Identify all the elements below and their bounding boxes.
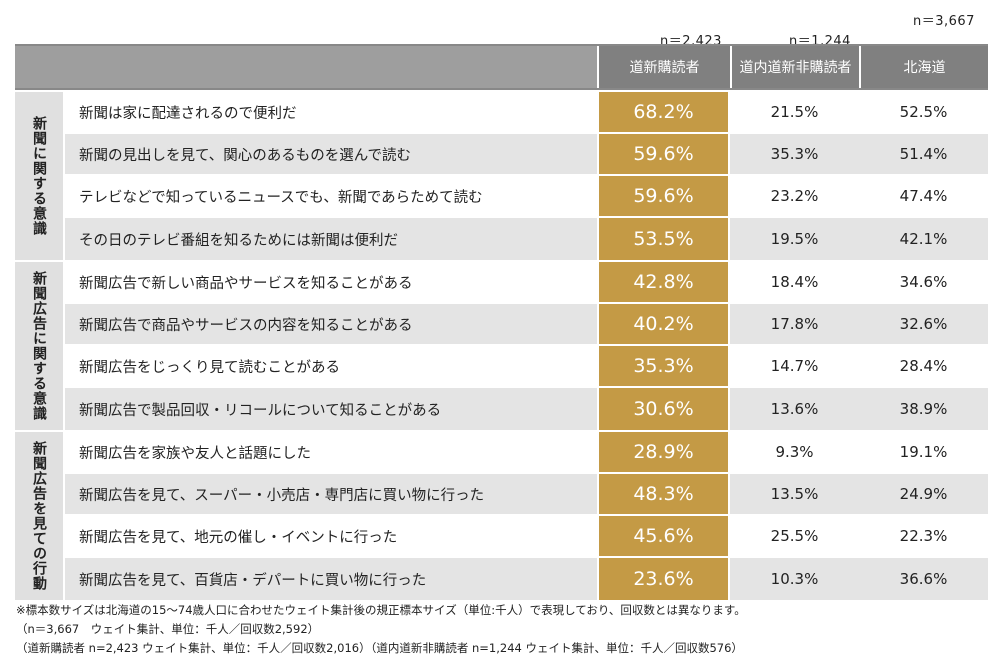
value-hokkaido: 22.3% — [859, 516, 988, 556]
row-label: 新聞広告を見て、百貨店・デパートに買い物に行った — [65, 558, 597, 600]
value-non-subscribers: 35.3% — [730, 134, 859, 174]
value-hokkaido: 52.5% — [859, 92, 988, 132]
value-subscribers: 23.6% — [597, 558, 730, 600]
row-label: 新聞広告を家族や友人と話題にした — [65, 432, 597, 472]
row-label: 新聞広告で新しい商品やサービスを知ることがある — [65, 262, 597, 302]
value-subscribers: 28.9% — [597, 432, 730, 472]
value-subscribers: 30.6% — [597, 388, 730, 430]
row-label: 新聞広告で製品回収・リコールについて知ることがある — [65, 388, 597, 430]
group-label: 新聞広告に関する意識 — [31, 271, 47, 421]
column-header-hokkaido: 北海道 — [859, 46, 988, 88]
group-label-cell: 新聞広告を見ての行動 — [15, 432, 65, 600]
value-non-subscribers: 18.4% — [730, 262, 859, 302]
value-hokkaido: 36.6% — [859, 558, 988, 600]
row-group: 新聞に関する意識 新聞は家に配達されるので便利だ 68.2% 21.5% 52.5% 新聞… — [15, 92, 988, 262]
value-non-subscribers: 23.2% — [730, 176, 859, 216]
value-non-subscribers: 10.3% — [730, 558, 859, 600]
sample-size-total: n＝3,667 — [913, 14, 975, 29]
value-subscribers: 45.6% — [597, 516, 730, 556]
row-label: 新聞は家に配達されるので便利だ — [65, 92, 597, 132]
value-hokkaido: 32.6% — [859, 304, 988, 344]
footnote: （n＝3,667 ウェイト集計、単位：千人／回収数2,592） — [16, 622, 320, 636]
value-hokkaido: 42.1% — [859, 218, 988, 260]
table-row: 新聞広告で製品回収・リコールについて知ることがある 30.6% 13.6% 38.9% — [65, 388, 988, 430]
value-non-subscribers: 25.5% — [730, 516, 859, 556]
table-row: 新聞広告を見て、地元の催し・イベントに行った 45.6% 25.5% 22.3% — [65, 516, 988, 558]
table-header: 道新購読者 道内道新非購読者 北海道 — [15, 44, 988, 90]
value-subscribers: 59.6% — [597, 176, 730, 216]
column-header-subscribers: 道新購読者 — [597, 46, 730, 88]
row-label: 新聞の見出しを見て、関心のあるものを選んで読む — [65, 134, 597, 174]
value-hokkaido: 28.4% — [859, 346, 988, 386]
table-row: その日のテレビ番組を知るためには新聞は便利だ 53.5% 19.5% 42.1% — [65, 218, 988, 260]
header-blank-cell — [15, 46, 597, 88]
value-non-subscribers: 21.5% — [730, 92, 859, 132]
table-row: 新聞は家に配達されるので便利だ 68.2% 21.5% 52.5% — [65, 92, 988, 134]
value-hokkaido: 47.4% — [859, 176, 988, 216]
group-label-cell: 新聞広告に関する意識 — [15, 262, 65, 430]
table-row: 新聞広告で商品やサービスの内容を知ることがある 40.2% 17.8% 32.6% — [65, 304, 988, 346]
value-non-subscribers: 13.6% — [730, 388, 859, 430]
footnote: ※標本数サイズは北海道の15〜74歳人口に合わせたウェイト集計後の規正標本サイズ… — [16, 603, 746, 617]
row-label: その日のテレビ番組を知るためには新聞は便利だ — [65, 218, 597, 260]
value-subscribers: 35.3% — [597, 346, 730, 386]
table-row: テレビなどで知っているニュースでも、新聞であらためて読む 59.6% 23.2% 47… — [65, 176, 988, 218]
table-row: 新聞広告を見て、スーパー・小売店・専門店に買い物に行った 48.3% 13.5% 24… — [65, 474, 988, 516]
footnote: （道新購読者 n=2,423 ウェイト集計、単位：千人／回収数2,016）（道内… — [16, 641, 743, 655]
table-row: 新聞広告を見て、百貨店・デパートに買い物に行った 23.6% 10.3% 36.6% — [65, 558, 988, 600]
table-row: 新聞広告を家族や友人と話題にした 28.9% 9.3% 19.1% — [65, 432, 988, 474]
value-subscribers: 68.2% — [597, 92, 730, 132]
value-hokkaido: 51.4% — [859, 134, 988, 174]
row-label: 新聞広告をじっくり見て読むことがある — [65, 346, 597, 386]
table-row: 新聞広告をじっくり見て読むことがある 35.3% 14.7% 28.4% — [65, 346, 988, 388]
row-label: テレビなどで知っているニュースでも、新聞であらためて読む — [65, 176, 597, 216]
group-label-cell: 新聞に関する意識 — [15, 92, 65, 260]
footnotes: ※標本数サイズは北海道の15〜74歳人口に合わせたウェイト集計後の規正標本サイズ… — [16, 601, 746, 658]
table-row: 新聞の見出しを見て、関心のあるものを選んで読む 59.6% 35.3% 51.4% — [65, 134, 988, 176]
table-row: 新聞広告で新しい商品やサービスを知ることがある 42.8% 18.4% 34.6% — [65, 262, 988, 304]
value-non-subscribers: 14.7% — [730, 346, 859, 386]
column-header-non-subscribers: 道内道新非購読者 — [730, 46, 859, 88]
value-subscribers: 48.3% — [597, 474, 730, 514]
value-non-subscribers: 13.5% — [730, 474, 859, 514]
value-hokkaido: 34.6% — [859, 262, 988, 302]
value-non-subscribers: 17.8% — [730, 304, 859, 344]
survey-table: 新聞に関する意識 新聞は家に配達されるので便利だ 68.2% 21.5% 52.5% 新聞… — [15, 92, 988, 602]
row-group: 新聞広告を見ての行動 新聞広告を家族や友人と話題にした 28.9% 9.3% 19.1%… — [15, 432, 988, 602]
group-label: 新聞広告を見ての行動 — [31, 441, 47, 591]
value-non-subscribers: 19.5% — [730, 218, 859, 260]
row-label: 新聞広告で商品やサービスの内容を知ることがある — [65, 304, 597, 344]
value-subscribers: 40.2% — [597, 304, 730, 344]
value-subscribers: 59.6% — [597, 134, 730, 174]
value-hokkaido: 24.9% — [859, 474, 988, 514]
row-label: 新聞広告を見て、スーパー・小売店・専門店に買い物に行った — [65, 474, 597, 514]
value-non-subscribers: 9.3% — [730, 432, 859, 472]
value-subscribers: 42.8% — [597, 262, 730, 302]
value-hokkaido: 19.1% — [859, 432, 988, 472]
row-label: 新聞広告を見て、地元の催し・イベントに行った — [65, 516, 597, 556]
value-hokkaido: 38.9% — [859, 388, 988, 430]
group-label: 新聞に関する意識 — [31, 116, 47, 236]
row-group: 新聞広告に関する意識 新聞広告で新しい商品やサービスを知ることがある 42.8% 18… — [15, 262, 988, 432]
value-subscribers: 53.5% — [597, 218, 730, 260]
